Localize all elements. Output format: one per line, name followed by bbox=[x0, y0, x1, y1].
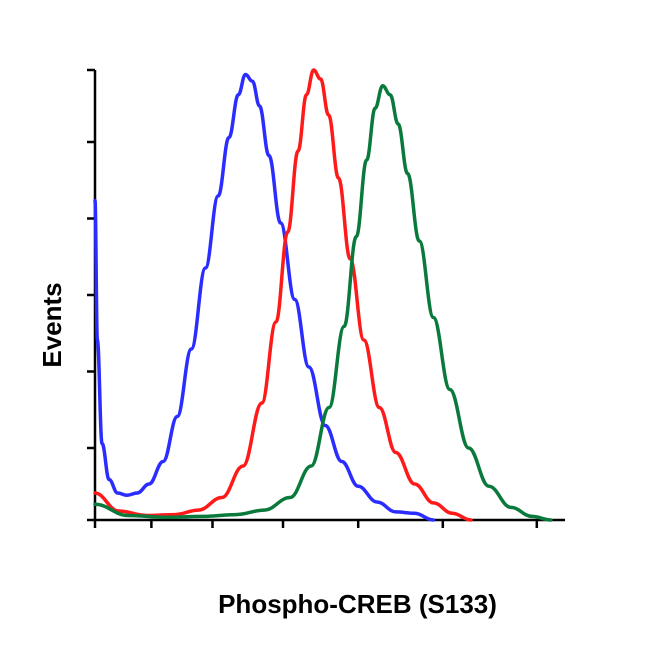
curve-red bbox=[95, 70, 471, 520]
plot-svg bbox=[0, 0, 650, 650]
curve-blue bbox=[95, 75, 433, 521]
curve-green bbox=[95, 86, 551, 520]
flow-cytometry-histogram: Events Phospho-CREB (S133) bbox=[0, 0, 650, 650]
x-axis-label: Phospho-CREB (S133) bbox=[218, 589, 497, 620]
y-axis-label: Events bbox=[37, 282, 68, 367]
